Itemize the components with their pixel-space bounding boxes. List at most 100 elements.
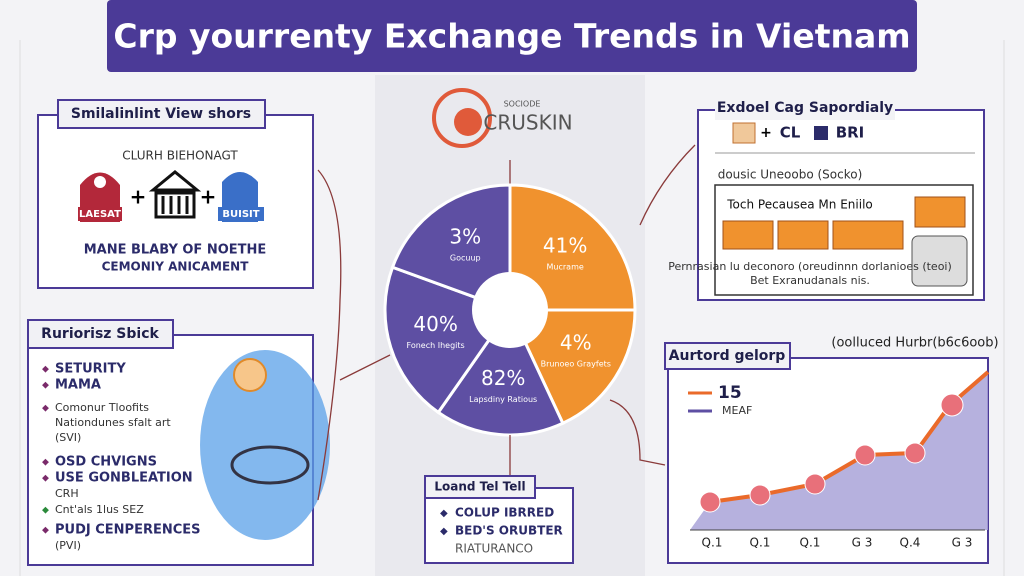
icon [911,235,968,287]
bullet: ◆ [42,365,49,375]
item: OSD CHVIGNS [55,455,157,470]
arrow [639,144,696,226]
dots [699,393,964,513]
plus: + [200,185,217,209]
box-title: Toch Pecausea Mn Eniilo [726,198,873,212]
logo: CRUSKIN [483,111,572,135]
bullet: ◆ [440,526,448,537]
pie-label: Lapsdiny Ratious [469,395,537,404]
cell [722,220,774,250]
dot [904,442,926,464]
logo-mark [432,88,492,148]
x-label: Q.1 [750,536,771,550]
logo-mark [454,108,482,136]
pie-label: Gocuup [450,254,481,263]
bullet: ◆ [42,458,49,468]
x-label: Q.1 [800,536,821,550]
panel-tag [664,342,791,370]
item: Nationdunes sfalt art [55,416,171,429]
panel-tag [27,319,174,349]
note: (oolluced Hurbr(b6c6oob) [831,336,998,351]
item: (SVI) [55,431,81,444]
item: COLUP IBRRED [455,506,554,520]
arrow [609,399,666,466]
pie-value: 3% [449,225,481,249]
pie-value: 4% [560,330,592,354]
x-label: Q.1 [702,536,723,550]
panel-tag [424,475,536,499]
x-label: G 3 [852,536,873,550]
item: (PVI) [55,539,81,552]
caption: CEMONIY ANICAMENT [102,260,250,274]
pie-value: 41% [543,233,587,257]
dot [940,393,964,417]
icon [914,196,966,228]
item: BED'S ORUBTER [455,524,563,538]
area [690,372,988,530]
legend-label: 15 [718,383,742,403]
panel-heading: Smilalinlint View shors [71,106,251,122]
pie-wedge [507,308,637,426]
panel-heading: Aurtord gelorp [669,348,786,364]
illustration [230,445,310,485]
cell [832,220,904,250]
pie-wedge [390,183,512,313]
caption: MANE BLABY OF NOETHE [84,243,267,258]
pie-label: Fonech Ihegits [407,341,465,350]
illustration [200,350,330,540]
bullet: ◆ [42,404,49,414]
dot [699,491,721,513]
dot [854,444,876,466]
dot [804,473,826,495]
pie-value: 40% [413,312,457,336]
pie-label: Mucrame [547,262,584,271]
plus: + [130,185,147,209]
panel-heading: Exdoel Cag Sapordialy [717,100,893,116]
subtitle: CLURH BIEHONAGT [122,149,238,163]
legend-label: MEAF [722,404,752,417]
item: Comonur Tloofits [55,401,149,414]
logo-small: SOCIODE [504,100,541,109]
icon [94,176,106,188]
item: CRH [55,487,79,500]
pie-hole [472,272,548,348]
pie: 41% Mucrame 4% Brunoeo Grayfets 82% Lapsdiny … [383,183,637,437]
x-labels: Q.1 Q.1 Q.1 G 3 Q.4 G 3 [702,536,973,550]
item-list: ◆ SETURITY ◆ MAMA ◆ Comonur Tloofits Nationdun… [42,362,201,553]
icon [78,207,122,221]
bullet: ◆ [440,508,448,519]
item: SETURITY [55,362,126,377]
row-label: CL [780,124,801,142]
arrow [317,169,342,501]
bullet: ◆ [42,474,49,484]
panel-tag [57,99,266,129]
pie-wedge [436,307,565,437]
subtitle: dousic Uneoobo (Socko) [718,168,863,182]
dot [749,484,771,506]
item: MAMA [55,378,101,393]
panel-heading: Ruriorisz Sbick [41,326,159,342]
plus: + [760,125,772,141]
panel-heading: Loand Tel Tell [434,480,525,494]
pie-label: Brunoeo Grayfets [541,359,611,368]
bullet: ◆ [42,506,49,516]
item: PUDJ CENPERENCES [55,523,201,538]
title-banner [107,0,917,72]
bullet: ◆ [42,381,49,391]
title: Crp yourrenty Exchange Trends in Vietnam [113,17,910,56]
pie-wedge [508,183,637,312]
cell [777,220,829,250]
item: USE GONBLEATION [55,471,193,486]
item: RIATURANCO [455,542,533,556]
illustration [233,358,267,392]
icon [732,122,756,144]
panel-tag [715,98,895,120]
icon-label: BUISIT [222,209,259,220]
icon [814,126,828,140]
note: Bet Exranudanals nis. [750,274,870,287]
icon [218,207,264,221]
x-label: G 3 [952,536,973,550]
pie-value: 82% [481,366,525,390]
note: Pernrasian lu deconoro (oreudinnn dorlan… [668,260,952,273]
